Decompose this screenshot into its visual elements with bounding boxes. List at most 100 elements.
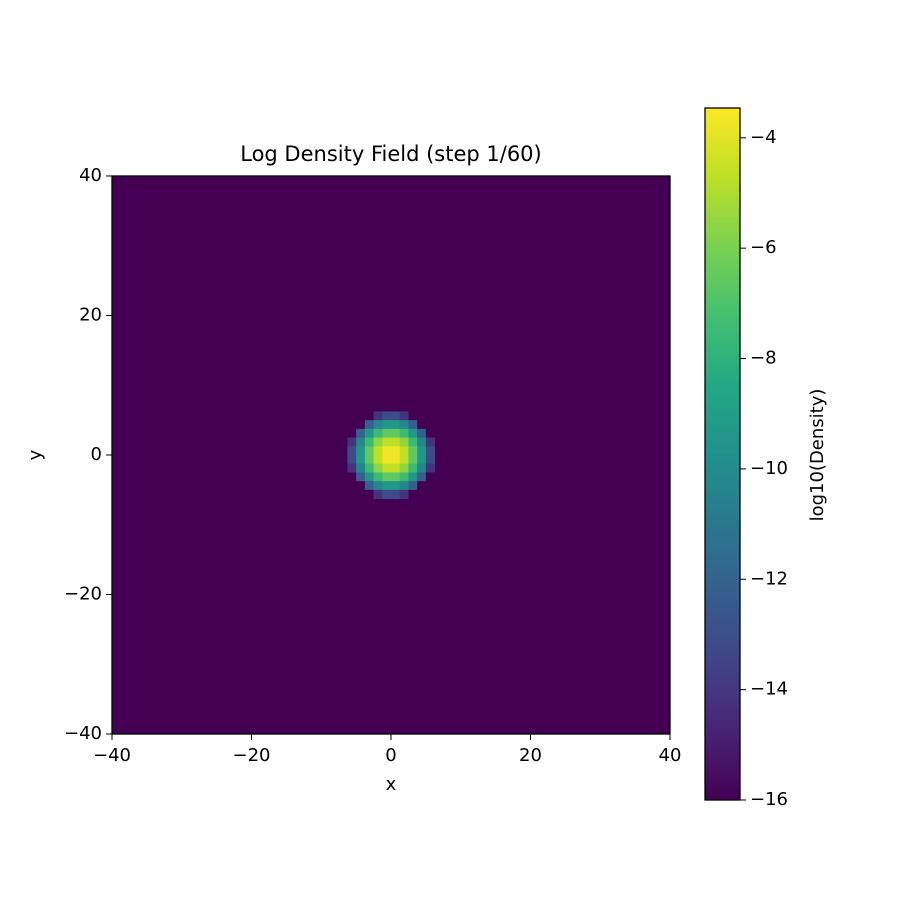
heatmap-cell: [391, 489, 401, 499]
heatmap-cell: [399, 437, 409, 447]
heatmap-cell: [382, 455, 392, 465]
heatmap-cell: [347, 472, 357, 482]
heatmap-cell: [425, 472, 435, 482]
heatmap-cell: [347, 455, 357, 465]
heatmap-cell: [364, 446, 374, 456]
heatmap-cell: [408, 437, 418, 447]
heatmap-cell: [356, 481, 366, 491]
heatmap-cell: [417, 420, 427, 430]
heatmap-cell: [399, 463, 409, 473]
heatmap-cell: [408, 463, 418, 473]
colorbar-tick-label: −4: [750, 127, 777, 148]
heatmap-cell: [408, 481, 418, 491]
heatmap-cell: [347, 428, 357, 438]
heatmap-cell: [408, 455, 418, 465]
heatmap-cell: [417, 446, 427, 456]
heatmap-cell: [399, 472, 409, 482]
heatmap-cell: [364, 420, 374, 430]
heatmap-cell: [347, 481, 357, 491]
x-tick-label: −20: [233, 745, 271, 766]
heatmap-cell: [382, 489, 392, 499]
heatmap-cell: [399, 481, 409, 491]
heatmap-cell: [356, 489, 366, 499]
heatmap-cell: [417, 411, 427, 421]
heatmap-cell: [408, 420, 418, 430]
y-tick-label: −20: [64, 584, 102, 605]
heatmap-cell: [391, 446, 401, 456]
heatmap-cell: [408, 489, 418, 499]
heatmap-cell: [373, 428, 383, 438]
heatmap-cell: [391, 481, 401, 491]
x-tick-label: 40: [659, 745, 682, 766]
heatmap-cell: [373, 463, 383, 473]
heatmap-cell: [373, 481, 383, 491]
heatmap-cell: [417, 463, 427, 473]
heatmap-cell: [364, 411, 374, 421]
y-tick-label: 40: [79, 165, 102, 186]
heatmap-cell: [425, 481, 435, 491]
x-tick-label: 20: [519, 745, 542, 766]
heatmap-cell: [399, 446, 409, 456]
heatmap-cell: [399, 411, 409, 421]
heatmap-cell: [391, 455, 401, 465]
heatmap-cell: [373, 411, 383, 421]
heatmap-cell: [408, 472, 418, 482]
heatmap-cell: [347, 446, 357, 456]
heatmap-cell: [364, 455, 374, 465]
heatmap-cell: [382, 446, 392, 456]
x-axis-label: x: [386, 774, 397, 795]
heatmap-cell: [356, 428, 366, 438]
heatmap-cell: [417, 472, 427, 482]
x-tick-label: −40: [93, 745, 131, 766]
heatmap-cell: [382, 411, 392, 421]
heatmap-cell: [391, 437, 401, 447]
heatmap-cell: [417, 489, 427, 499]
heatmap-cell: [399, 428, 409, 438]
y-tick-label: 0: [91, 444, 102, 465]
colorbar-label: log10(Density): [807, 389, 828, 522]
colorbar: [704, 107, 741, 801]
heatmap-cell: [425, 463, 435, 473]
y-tick-label: −40: [64, 723, 102, 744]
heatmap-cell: [417, 428, 427, 438]
heatmap-cell: [364, 437, 374, 447]
heatmap-cell: [356, 446, 366, 456]
heatmap-cell: [347, 420, 357, 430]
heatmap-cell: [356, 437, 366, 447]
heatmap-cell: [391, 428, 401, 438]
heatmap-cell: [382, 481, 392, 491]
heatmap-cell: [382, 420, 392, 430]
heatmap-cell: [425, 411, 435, 421]
heatmap-cell: [399, 489, 409, 499]
heatmap-cell: [347, 437, 357, 447]
heatmap-cell: [356, 455, 366, 465]
heatmap-cell: [408, 428, 418, 438]
heatmap-cell: [391, 420, 401, 430]
heatmap-cell: [425, 455, 435, 465]
heatmap-cell: [364, 472, 374, 482]
heatmap-cell: [382, 428, 392, 438]
heatmap-cell: [373, 437, 383, 447]
heatmap-cell: [364, 463, 374, 473]
heatmap-cell: [391, 463, 401, 473]
heatmap-cell: [373, 472, 383, 482]
heatmap-cell: [373, 446, 383, 456]
heatmap-cell: [382, 472, 392, 482]
colorbar-tick-label: −14: [750, 679, 788, 700]
heatmap-cell: [408, 411, 418, 421]
heatmap-cell: [425, 437, 435, 447]
heatmap-cell: [399, 420, 409, 430]
heatmap-cell: [391, 472, 401, 482]
heatmap-cell: [347, 463, 357, 473]
heatmap-cell: [373, 420, 383, 430]
heatmap-cell: [417, 481, 427, 491]
chart-title: Log Density Field (step 1/60): [240, 142, 542, 166]
heatmap-cell: [356, 420, 366, 430]
x-tick-label: 0: [385, 745, 396, 766]
heatmap-cell: [347, 489, 357, 499]
heatmap-cell: [399, 455, 409, 465]
heatmap-cell: [425, 446, 435, 456]
heatmap-cell: [382, 437, 392, 447]
heatmap-cell: [391, 411, 401, 421]
